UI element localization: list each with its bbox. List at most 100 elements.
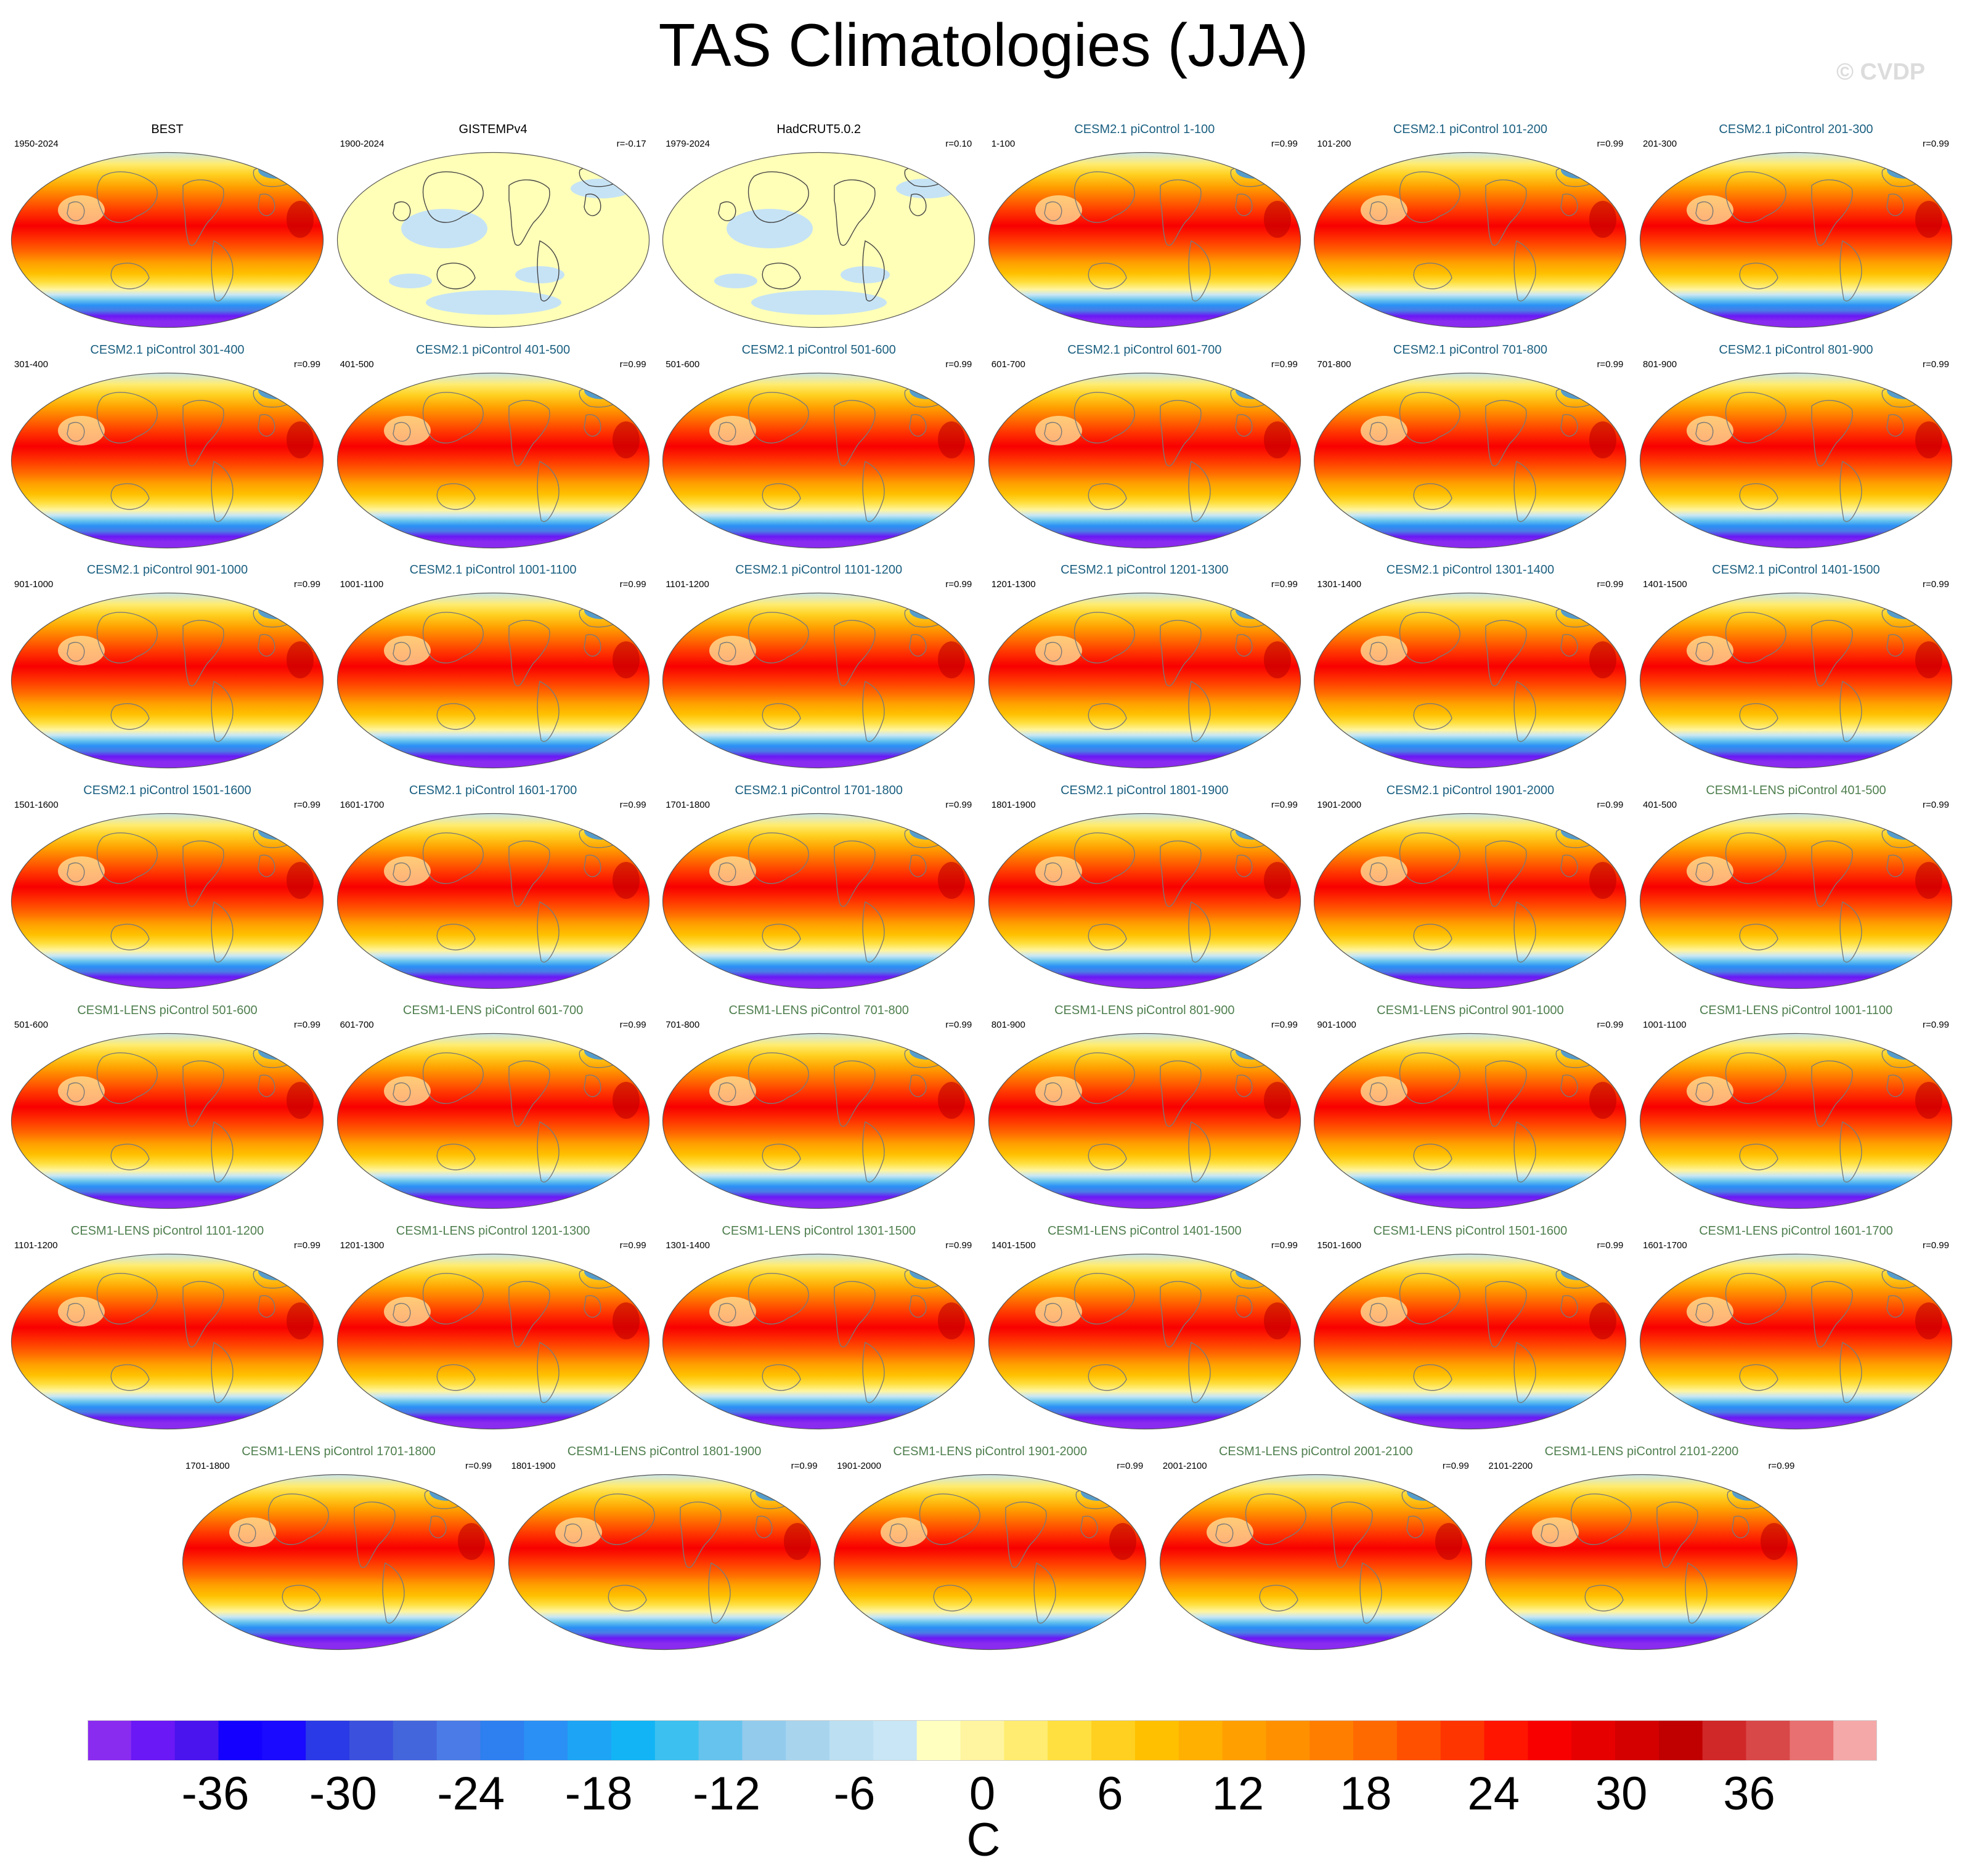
temperature-map — [10, 152, 324, 328]
panel-pattern-correlation: r=0.99 — [1597, 1020, 1624, 1031]
colorbar-bin — [873, 1720, 918, 1761]
colorbar-tick-label: -6 — [833, 1768, 876, 1820]
coastline — [1695, 642, 1714, 662]
temperature-map — [1639, 813, 1953, 989]
coastline — [258, 413, 275, 437]
panel-period-label: 401-500 — [340, 359, 374, 370]
cold-region — [515, 266, 564, 283]
map-panel: CESM2.1 piControl 401-500 401-500 r=0.99 — [330, 339, 656, 554]
cold-region — [1235, 1263, 1270, 1280]
cold-region — [258, 822, 293, 840]
panel-title: CESM2.1 piControl 601-700 — [1067, 343, 1222, 357]
panel-period-label: 1401-1500 — [991, 1240, 1036, 1251]
panel-pattern-correlation: r=0.99 — [1768, 1460, 1795, 1471]
coastline — [258, 634, 275, 657]
coastline — [909, 193, 927, 216]
coastline — [422, 612, 484, 664]
coastline — [889, 1523, 908, 1543]
coastline — [96, 1273, 158, 1325]
coastline — [563, 1523, 582, 1543]
coastline — [67, 421, 85, 442]
coastline — [1695, 1082, 1714, 1103]
temperature-map — [988, 1033, 1301, 1209]
warm-land-region — [287, 641, 314, 679]
colorbar-bin — [1396, 1720, 1441, 1761]
colorbar-bin — [786, 1720, 830, 1761]
coastline — [110, 1143, 150, 1171]
cold-region — [1561, 1042, 1596, 1060]
coastline — [1044, 1302, 1062, 1323]
panel-title: CESM2.1 piControl 1601-1700 — [409, 783, 577, 797]
coastline — [1413, 1364, 1453, 1391]
coastline — [1044, 642, 1062, 662]
coastline — [422, 1052, 484, 1105]
coastline — [1160, 399, 1202, 466]
coastline — [1088, 1364, 1127, 1391]
coastline — [422, 171, 484, 223]
map-panel: CESM1-LENS piControl 1601-1700 1601-1700 r… — [1633, 1220, 1959, 1435]
coastline — [1413, 1143, 1453, 1171]
temperature-map — [662, 813, 975, 989]
panel-pattern-correlation: r=0.99 — [1597, 139, 1624, 149]
coastline — [1560, 413, 1578, 437]
temperature-map — [336, 813, 650, 989]
coastline — [508, 1281, 550, 1347]
cold-region — [1406, 1483, 1441, 1501]
coastline — [583, 413, 601, 437]
map-panel: CESM1-LENS piControl 2101-2200 2101-2200 r… — [1478, 1440, 1804, 1656]
coastline — [110, 483, 150, 510]
coastline — [211, 681, 234, 742]
temperature-map — [1639, 1033, 1953, 1209]
coastline — [718, 201, 736, 221]
coastline — [1725, 391, 1786, 444]
coastline — [1044, 1082, 1062, 1103]
coastline — [1088, 924, 1127, 951]
coastline — [96, 171, 158, 223]
map-panel: CESM1-LENS piControl 401-500 401-500 r=0.9… — [1633, 779, 1959, 995]
panel-period-label: 2101-2200 — [1488, 1460, 1533, 1471]
coastline — [1485, 1281, 1528, 1347]
colorbar-tick-label: 24 — [1467, 1768, 1520, 1820]
cold-region — [1887, 1263, 1921, 1280]
temperature-map — [336, 152, 650, 328]
warm-land-region — [612, 1082, 640, 1119]
colorbar-bin — [349, 1720, 394, 1761]
map-panel: CESM2.1 piControl 501-600 501-600 r=0.99 — [656, 339, 982, 554]
coastline — [862, 240, 885, 302]
coastline — [1886, 634, 1904, 657]
cold-region — [910, 381, 945, 399]
panel-period-label: 801-900 — [1643, 359, 1677, 370]
map-panel: CESM2.1 piControl 1801-1900 1801-1900 r=0.… — [982, 779, 1308, 995]
coastline — [748, 612, 810, 664]
coastline — [1406, 1515, 1424, 1538]
coastline — [536, 240, 560, 302]
warm-land-region — [1263, 421, 1291, 458]
coastline — [382, 1562, 405, 1623]
coastline — [182, 179, 224, 246]
colorbar-bin — [1833, 1720, 1877, 1761]
panel-title: CESM2.1 piControl 1-100 — [1074, 123, 1215, 136]
map-panel: CESM2.1 piControl 1701-1800 1701-1800 r=0.… — [656, 779, 982, 995]
panel-title: CESM1-LENS piControl 901-1000 — [1377, 1004, 1564, 1018]
warm-land-region — [1915, 1082, 1942, 1119]
warm-land-region — [1915, 201, 1942, 238]
panel-title: CESM2.1 piControl 1801-1900 — [1061, 783, 1229, 797]
colorbar-bin — [1353, 1720, 1398, 1761]
panel-pattern-correlation: r=0.99 — [1271, 579, 1298, 590]
coastline — [1235, 634, 1253, 657]
temperature-map — [1485, 1474, 1798, 1650]
coastline — [583, 634, 601, 657]
coastline — [862, 460, 885, 522]
cold-region — [1235, 381, 1270, 399]
coastline — [96, 391, 158, 444]
coastline — [392, 1082, 410, 1103]
coastline — [110, 262, 150, 290]
coastline — [392, 201, 410, 221]
coastline — [1160, 1060, 1202, 1127]
coastline — [1584, 1585, 1624, 1612]
coastline — [748, 391, 810, 444]
colorbar-bin — [218, 1720, 263, 1761]
panel-title: CESM1-LENS piControl 401-500 — [1706, 783, 1886, 797]
temperature-map — [988, 152, 1301, 328]
panel-title: GISTEMPv4 — [458, 123, 527, 136]
